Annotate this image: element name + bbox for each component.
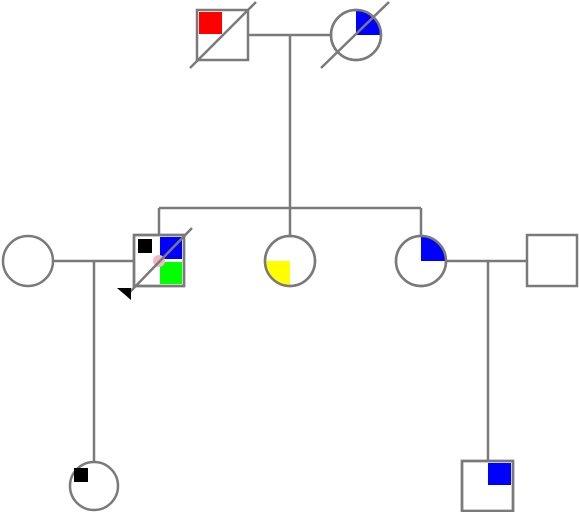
deceased-slash — [127, 227, 193, 295]
grandmother-symbol[interactable] — [320, 1, 390, 69]
blue-marker — [421, 236, 446, 261]
grandson-symbol[interactable] — [460, 459, 515, 512]
mother-in-law-symbol[interactable] — [1, 234, 55, 288]
proband-symbol[interactable] — [117, 227, 193, 300]
daughter-symbol[interactable] — [263, 234, 317, 288]
black-marker — [138, 239, 152, 253]
grandfather-symbol[interactable] — [189, 1, 257, 69]
green-marker — [160, 262, 182, 284]
blue-marker — [488, 463, 511, 485]
red-marker — [199, 12, 222, 34]
relationship-lines — [53, 33, 527, 462]
granddaughter-symbol[interactable] — [68, 460, 120, 512]
yellow-marker — [265, 261, 290, 286]
proband-arrow-icon — [117, 288, 131, 300]
deceased-slash — [320, 1, 390, 69]
deceased-slash — [189, 1, 257, 69]
daughter-2-symbol[interactable] — [394, 234, 448, 288]
black-marker — [74, 468, 88, 482]
spouse-of-daughter-2-symbol[interactable] — [525, 233, 579, 288]
